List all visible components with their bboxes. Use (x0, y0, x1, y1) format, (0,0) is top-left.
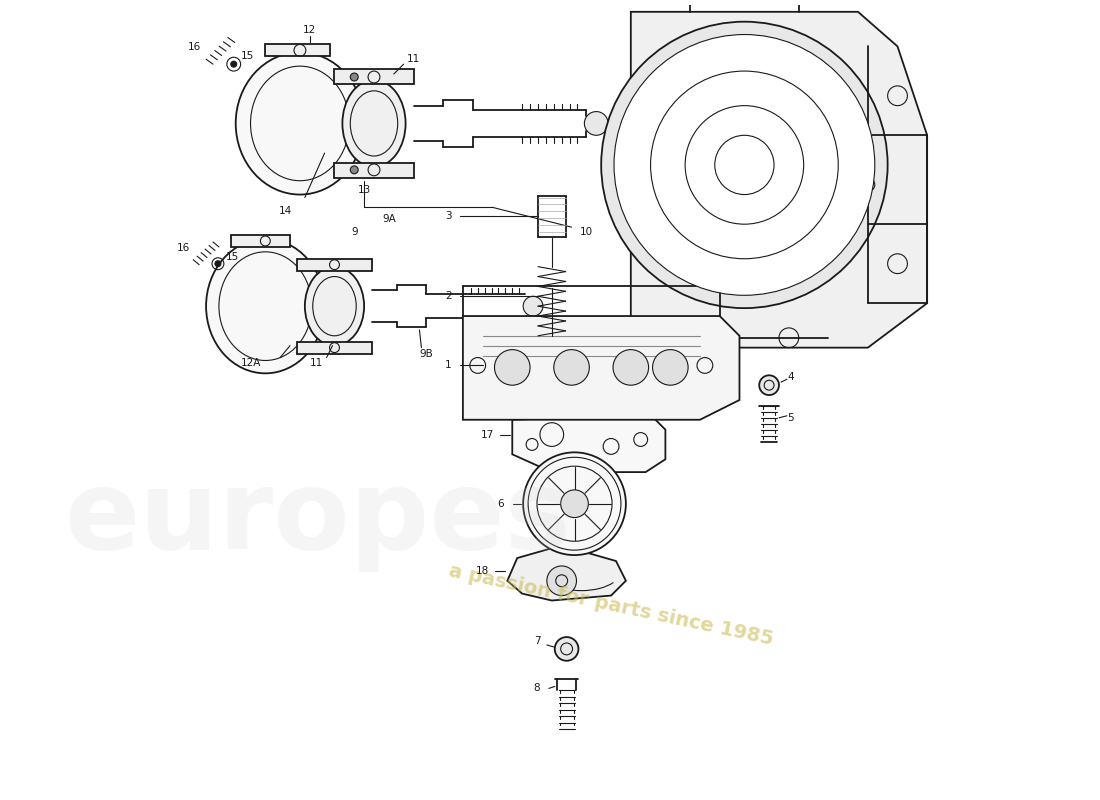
Ellipse shape (305, 266, 364, 346)
Text: 11: 11 (407, 54, 420, 64)
Circle shape (553, 350, 590, 385)
Text: 5: 5 (788, 413, 794, 422)
Text: 18: 18 (476, 566, 490, 576)
Text: 12A: 12A (240, 358, 261, 369)
Text: europes: europes (64, 465, 571, 572)
Polygon shape (334, 163, 414, 178)
Polygon shape (334, 69, 414, 84)
Circle shape (524, 296, 543, 316)
Text: 15: 15 (227, 252, 240, 262)
Circle shape (614, 34, 874, 295)
Ellipse shape (342, 80, 406, 167)
Circle shape (231, 61, 236, 67)
Text: 16: 16 (188, 42, 201, 52)
Polygon shape (265, 45, 330, 56)
Text: 12: 12 (304, 25, 317, 34)
Text: a passion for parts since 1985: a passion for parts since 1985 (447, 562, 776, 649)
Circle shape (759, 375, 779, 395)
Circle shape (547, 566, 576, 595)
Text: 14: 14 (278, 206, 292, 216)
Polygon shape (231, 235, 290, 247)
Circle shape (561, 490, 588, 518)
Circle shape (524, 452, 626, 555)
Polygon shape (463, 316, 739, 420)
Text: 3: 3 (444, 211, 451, 222)
Circle shape (495, 350, 530, 385)
Circle shape (554, 637, 579, 661)
Text: 4: 4 (788, 372, 794, 382)
Text: 13: 13 (358, 185, 371, 194)
Polygon shape (297, 342, 372, 354)
Circle shape (350, 166, 359, 174)
Text: 9B: 9B (419, 349, 433, 358)
Text: 9A: 9A (382, 214, 396, 224)
Text: 16: 16 (177, 243, 190, 253)
Circle shape (652, 350, 689, 385)
Text: 8: 8 (534, 683, 540, 694)
Circle shape (350, 73, 359, 81)
Circle shape (584, 111, 608, 135)
Text: 9: 9 (351, 227, 358, 237)
Circle shape (602, 22, 888, 308)
Text: 17: 17 (481, 430, 494, 439)
Text: 15: 15 (241, 51, 254, 62)
Text: 6: 6 (497, 498, 504, 509)
Text: 1: 1 (444, 361, 451, 370)
Polygon shape (513, 415, 666, 472)
Text: 2: 2 (444, 291, 451, 302)
Polygon shape (630, 12, 927, 348)
Ellipse shape (206, 239, 324, 374)
Text: 7: 7 (534, 636, 540, 646)
Polygon shape (507, 548, 626, 601)
Ellipse shape (235, 52, 364, 194)
Circle shape (613, 350, 649, 385)
Polygon shape (297, 258, 372, 270)
Text: 11: 11 (310, 358, 323, 369)
Circle shape (214, 261, 221, 266)
Text: 10: 10 (580, 227, 593, 237)
